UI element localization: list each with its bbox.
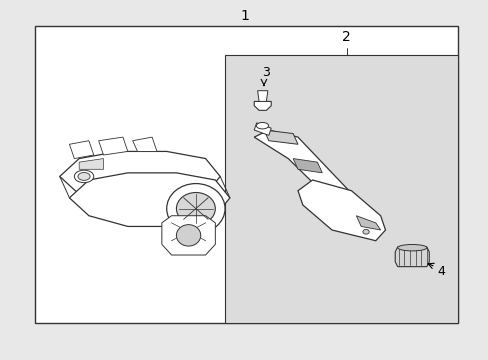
Polygon shape bbox=[254, 130, 375, 230]
Ellipse shape bbox=[166, 184, 224, 234]
Ellipse shape bbox=[74, 170, 94, 183]
Ellipse shape bbox=[176, 225, 201, 246]
Ellipse shape bbox=[78, 172, 90, 180]
Polygon shape bbox=[162, 216, 215, 255]
Polygon shape bbox=[69, 141, 94, 158]
Polygon shape bbox=[264, 130, 297, 144]
Ellipse shape bbox=[256, 122, 268, 129]
Ellipse shape bbox=[362, 229, 368, 234]
Polygon shape bbox=[132, 137, 157, 152]
Polygon shape bbox=[394, 247, 428, 267]
Polygon shape bbox=[99, 137, 127, 155]
Polygon shape bbox=[297, 180, 385, 241]
Ellipse shape bbox=[176, 193, 215, 225]
Text: 1: 1 bbox=[240, 9, 248, 23]
Polygon shape bbox=[356, 216, 380, 230]
Bar bbox=[35, 26, 458, 323]
Bar bbox=[224, 55, 458, 323]
Text: 2: 2 bbox=[342, 30, 350, 44]
Ellipse shape bbox=[397, 244, 426, 251]
Polygon shape bbox=[79, 158, 103, 169]
Polygon shape bbox=[254, 123, 271, 135]
Polygon shape bbox=[60, 152, 220, 205]
Text: 4: 4 bbox=[437, 265, 445, 278]
Polygon shape bbox=[292, 158, 322, 173]
Polygon shape bbox=[254, 102, 271, 111]
Polygon shape bbox=[69, 173, 229, 226]
Polygon shape bbox=[257, 91, 267, 102]
Text: 3: 3 bbox=[262, 66, 270, 79]
